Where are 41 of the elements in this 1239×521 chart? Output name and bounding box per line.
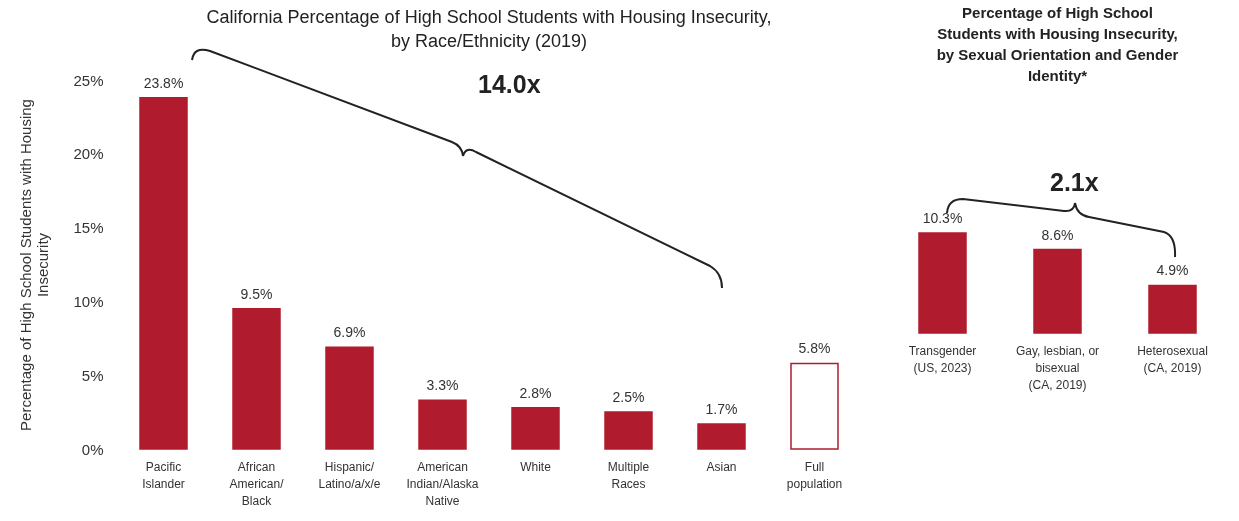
bar	[418, 399, 467, 450]
chart-title: Percentage of High School Students with Housing Insecurity, by Sexual Orientation and Gender Identity*	[936, 4, 1179, 84]
bar	[511, 406, 560, 450]
y-tick-label: 10%	[73, 292, 104, 310]
bar	[325, 346, 374, 450]
x-tick-label: Multiple Races	[607, 459, 650, 491]
chart-title: California Percentage of High School Students with Housing Insecurity, by Race/Ethnicity (2019)	[206, 7, 772, 51]
x-tick-label: Hispanic/ Latino/a/x/e	[318, 459, 381, 491]
x-tick-label: Asian	[706, 459, 737, 474]
data-label: 8.6%	[1041, 226, 1074, 243]
x-tick-label: Gay, lesbian, or bisexual (CA, 2019)	[1015, 343, 1100, 392]
bar	[697, 423, 746, 450]
data-label: 6.9%	[333, 324, 366, 341]
y-tick-label: 15%	[73, 219, 104, 237]
y-tick-label: 5%	[81, 366, 104, 384]
x-tick-label: Heterosexual (CA, 2019)	[1137, 343, 1208, 375]
data-label: 23.8%	[143, 74, 184, 91]
y-tick-label: 0%	[81, 440, 104, 458]
data-label: 10.3%	[922, 210, 963, 226]
y-tick-label: 20%	[73, 145, 104, 163]
x-tick-label: Transgender (US, 2023)	[908, 343, 977, 375]
annotation: 14.0x	[478, 70, 541, 99]
data-label: 9.5%	[240, 285, 273, 302]
x-tick-label: White	[520, 459, 552, 474]
data-label: 4.9%	[1156, 262, 1189, 279]
y-axis-title: Percentage of High School Students with Housing Insecurity	[17, 99, 52, 431]
text: 2.1x	[1050, 168, 1099, 197]
x-tick-label: African American/ Black	[229, 459, 285, 508]
data-label: 5.8%	[798, 340, 831, 357]
bar	[604, 411, 653, 450]
bar	[139, 96, 188, 450]
data-label: 2.5%	[612, 389, 645, 406]
x-tick-label: American Indian/Alaska Native	[406, 459, 479, 508]
x-tick-label: Pacific Islander	[142, 459, 185, 491]
data-label: 3.3%	[426, 377, 459, 394]
data-label: 1.7%	[705, 400, 738, 417]
x-tick-label: Full population	[786, 459, 843, 491]
bar	[232, 308, 281, 450]
bar	[790, 362, 839, 450]
y-tick-label: 25%	[73, 71, 104, 89]
data-label: 2.8%	[519, 384, 552, 401]
